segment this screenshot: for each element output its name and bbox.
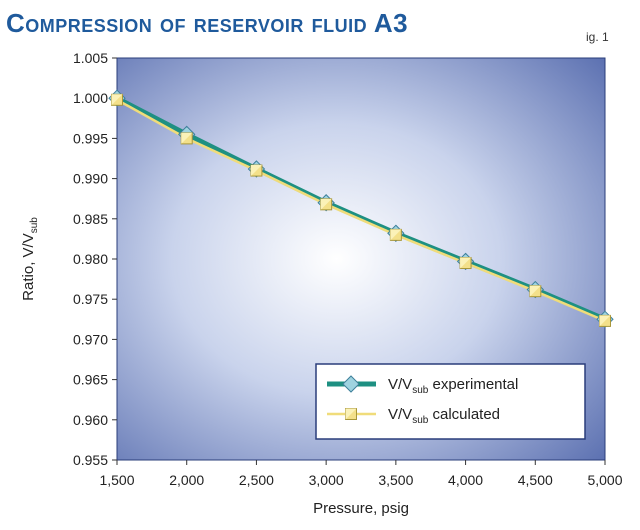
legend-marker-experimental: [342, 375, 360, 393]
y-axis-title: Ratio, V/Vsub: [20, 217, 40, 301]
y-tick-label: 1.000: [73, 90, 108, 106]
chart-title: Compression of reservoir fluid A3: [6, 8, 409, 38]
y-tick-label: 0.970: [73, 331, 108, 347]
y-tick-label: 0.995: [73, 130, 108, 146]
y-tick-label: 0.980: [73, 251, 108, 267]
data-point-calculated: [320, 198, 333, 211]
x-tick-label: 2,000: [169, 472, 204, 488]
legend-marker-calculated: [345, 408, 357, 420]
x-tick-label: 1,500: [99, 472, 134, 488]
x-tick-label: 3,000: [309, 472, 344, 488]
x-tick-label: 4,500: [518, 472, 553, 488]
y-tick-label: 0.985: [73, 211, 108, 227]
x-axis-title: Pressure, psig: [313, 500, 409, 517]
y-tick-label: 0.990: [73, 171, 108, 187]
data-point-calculated: [599, 314, 611, 327]
y-axis: 1.005 1.000 0.995 0.990 0.985 0.980 0.975 0.970…: [73, 50, 117, 468]
x-tick-label: 5,000: [587, 472, 622, 488]
figure-label: ig. 1: [586, 30, 609, 44]
y-tick-label: 0.955: [73, 452, 108, 468]
data-point-calculated: [250, 164, 263, 177]
y-tick-label: 0.965: [73, 372, 108, 388]
data-point-calculated: [389, 228, 402, 241]
series-layer: [108, 89, 614, 329]
y-tick-label: 0.975: [73, 291, 108, 307]
y-tick-label: 0.960: [73, 412, 108, 428]
data-point-calculated: [459, 257, 472, 270]
legend-box: [315, 363, 586, 440]
data-point-calculated: [111, 93, 123, 106]
x-tick-label: 3,500: [378, 472, 413, 488]
y-tick-label: 1.005: [73, 50, 108, 66]
x-tick-label: 2,500: [239, 472, 274, 488]
x-axis: 1,500 2,000 2,500 3,000 3,500 4,000 4,500 5,000: [99, 460, 623, 488]
data-point-calculated: [529, 285, 542, 298]
x-tick-label: 4,000: [448, 472, 483, 488]
series-line-calculated: [116, 98, 606, 323]
data-point-calculated: [180, 132, 193, 145]
series-line-experimental: [115, 95, 606, 322]
